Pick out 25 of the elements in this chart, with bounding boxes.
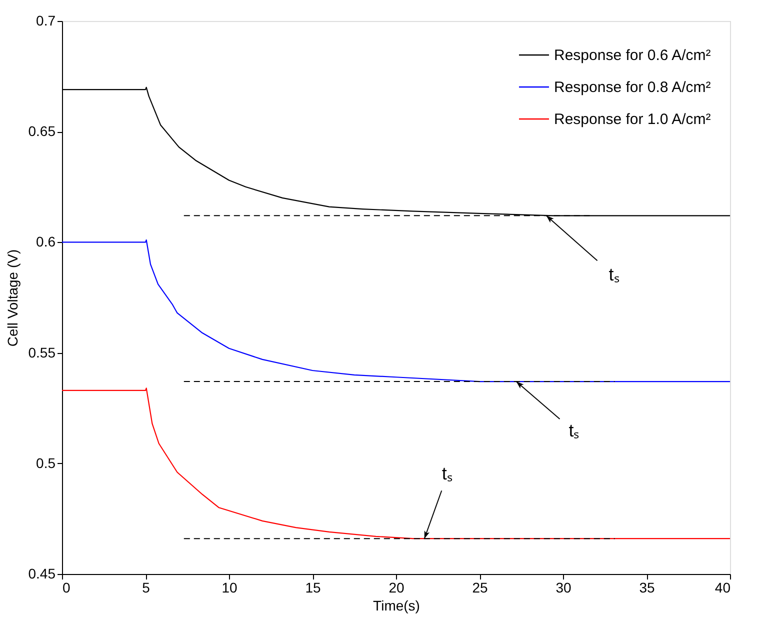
y-axis-title: Cell Voltage (V) [4, 249, 20, 347]
line-series [61, 388, 731, 540]
x-tick-label: 20 [388, 580, 404, 596]
x-tick-label: 10 [222, 580, 238, 596]
x-tick-label: 30 [556, 580, 572, 596]
y-tick-label: 0.55 [28, 344, 56, 360]
y-tick-label: 0.5 [36, 454, 56, 471]
legend-label: Response for 1.0 A/cm² [554, 111, 711, 128]
y-tick-label: 0.7 [36, 12, 56, 28]
x-tick-label: 35 [639, 580, 655, 596]
y-tick-label: 0.65 [28, 123, 56, 140]
annotation: tₛ [608, 264, 620, 285]
y-tick-label: 0.45 [28, 566, 56, 582]
x-tick-label: 40 [714, 580, 731, 596]
legend-label: Response for 0.6 A/cm² [554, 47, 711, 64]
legend-label: Response for 0.8 A/cm² [554, 79, 711, 96]
annotation: tₛ [568, 420, 580, 441]
x-axis-title: Time(s) [373, 598, 420, 614]
annotation: tₛ [442, 464, 453, 484]
x-tick-label: 15 [305, 580, 321, 596]
line-series [61, 239, 731, 382]
x-tick-label: 0 [62, 580, 70, 596]
y-tick-label: 0.6 [36, 234, 56, 250]
x-tick-label: 25 [472, 580, 488, 596]
x-tick-label: 5 [142, 580, 150, 596]
